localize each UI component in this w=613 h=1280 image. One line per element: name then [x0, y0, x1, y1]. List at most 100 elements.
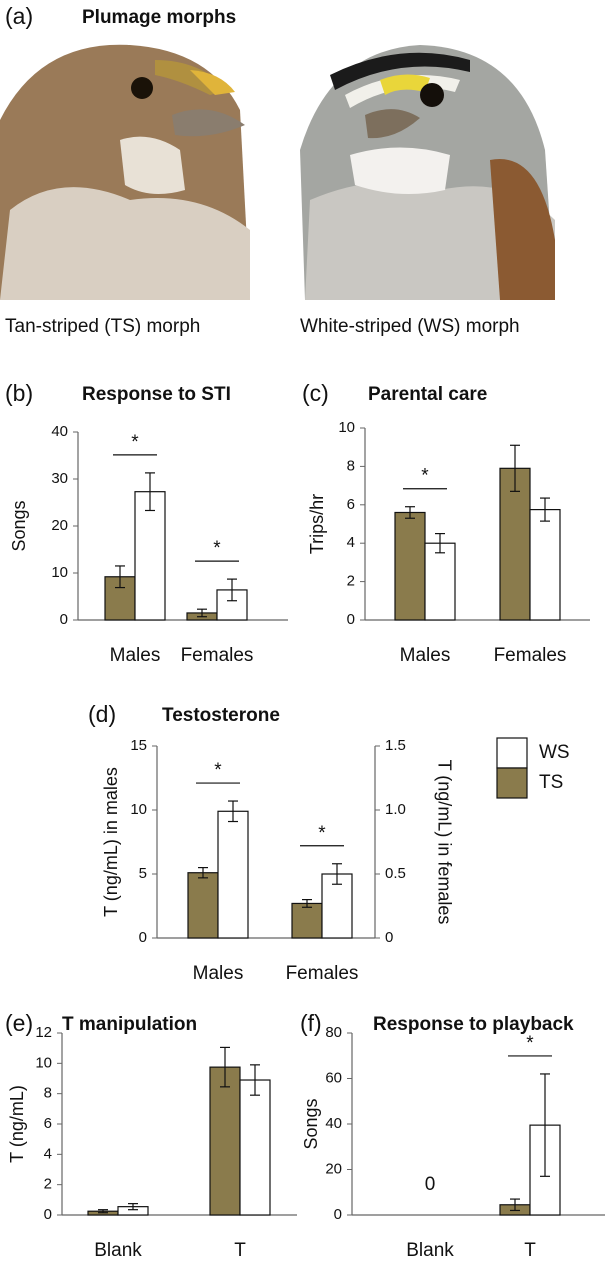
- error-bar: [435, 532, 445, 554]
- y-tick-label: 6: [44, 1115, 52, 1132]
- error-bar: [302, 898, 312, 908]
- error-bar: [220, 1046, 230, 1088]
- panel-title: Response to playback: [373, 1014, 574, 1035]
- error-bar: [405, 506, 415, 519]
- error-bar: [540, 1073, 550, 1177]
- x-tick-label: Males: [110, 645, 161, 666]
- y-tick-label: 12: [35, 1024, 52, 1041]
- x-tick-label: Females: [286, 963, 359, 984]
- panel-title: Response to STI: [82, 384, 231, 405]
- x-tick-label: T: [234, 1240, 246, 1261]
- tan-striped-photo: [0, 44, 250, 301]
- y-axis-label: Songs: [301, 1098, 321, 1149]
- bar: [209, 1066, 241, 1216]
- y-axis-label: T (ng/mL) in males: [101, 767, 121, 917]
- bar: [187, 872, 219, 939]
- y-tick-label: 10: [35, 1054, 52, 1071]
- panel-title: T manipulation: [62, 1014, 197, 1035]
- y-tick-label: 8: [347, 457, 355, 474]
- y-tick-label: 30: [51, 470, 68, 487]
- panel-label: (f): [300, 1010, 322, 1036]
- x-tick-label: Blank: [406, 1240, 454, 1261]
- y-tick-label: 8: [44, 1085, 52, 1102]
- y-tick-label: 0: [385, 929, 393, 946]
- x-tick-label: Females: [181, 645, 254, 666]
- y-tick-label: 0: [334, 1206, 342, 1223]
- error-bar: [197, 608, 207, 618]
- y-tick-label: 0: [44, 1206, 52, 1223]
- y-tick-label: 10: [51, 564, 68, 581]
- legend-swatch: [496, 737, 528, 769]
- photo-caption: White-striped (WS) morph: [300, 316, 520, 337]
- y-tick-label: 20: [325, 1160, 342, 1177]
- error-bar: [115, 565, 125, 589]
- panel-label: (a): [5, 3, 33, 29]
- panel-label: (c): [302, 380, 329, 406]
- y-tick-label: 2: [44, 1176, 52, 1193]
- bar: [424, 542, 456, 621]
- x-tick-label: T: [524, 1240, 536, 1261]
- significance-star: *: [318, 823, 326, 844]
- y-tick-label: 6: [347, 496, 355, 513]
- error-bar: [332, 863, 342, 885]
- y-tick-label: 0: [347, 611, 355, 628]
- y-tick-label: 60: [325, 1069, 342, 1086]
- y-axis-label: Trips/hr: [307, 494, 327, 554]
- x-tick-label: Males: [193, 963, 244, 984]
- y-tick-label: 1.0: [385, 801, 406, 818]
- significance-star: *: [214, 760, 222, 781]
- legend-label: TS: [539, 772, 563, 793]
- error-bar: [510, 1198, 520, 1212]
- bar: [239, 1079, 271, 1216]
- error-bar: [128, 1203, 138, 1211]
- panel-title: Testosterone: [162, 705, 280, 726]
- bar: [217, 810, 249, 939]
- y-tick-label: 2: [347, 573, 355, 590]
- y-tick-label: 5: [139, 865, 147, 882]
- bar: [499, 467, 531, 621]
- error-bar: [227, 578, 237, 602]
- y-tick-label: 10: [338, 419, 355, 436]
- significance-star: *: [213, 538, 221, 559]
- panel-label: (b): [5, 380, 33, 406]
- y2-axis-label: T (ng/mL) in females: [434, 760, 454, 925]
- error-bar: [198, 866, 208, 879]
- y-axis-label: T (ng/mL): [7, 1085, 27, 1163]
- significance-star: *: [526, 1033, 534, 1054]
- bar: [394, 511, 426, 621]
- photo-caption: Tan-striped (TS) morph: [5, 316, 200, 337]
- y-tick-label: 40: [325, 1115, 342, 1132]
- white-striped-photo: [300, 45, 555, 300]
- x-tick-label: Males: [400, 645, 451, 666]
- panel-title: Parental care: [368, 384, 487, 405]
- y-tick-label: 40: [51, 423, 68, 440]
- y-tick-label: 15: [130, 737, 147, 754]
- error-bar: [228, 800, 238, 823]
- y-tick-label: 4: [44, 1145, 52, 1162]
- y-tick-label: 0: [60, 611, 68, 628]
- y-tick-label: 0.5: [385, 865, 406, 882]
- error-bar: [540, 497, 550, 522]
- panel-label: (e): [5, 1010, 33, 1036]
- error-bar: [145, 472, 155, 512]
- legend-swatch: [496, 767, 528, 799]
- error-bar: [250, 1064, 260, 1096]
- legend-label: WS: [539, 742, 570, 763]
- y-tick-label: 1.5: [385, 737, 406, 754]
- y-tick-label: 10: [130, 801, 147, 818]
- y-tick-label: 80: [325, 1024, 342, 1041]
- y-tick-label: 4: [347, 534, 355, 551]
- significance-star: *: [421, 466, 429, 487]
- panel-title: Plumage morphs: [82, 7, 236, 28]
- error-bar: [98, 1209, 108, 1214]
- category-note: 0: [425, 1174, 436, 1195]
- x-tick-label: Females: [494, 645, 567, 666]
- panel-label: (d): [88, 701, 116, 727]
- x-tick-label: Blank: [94, 1240, 142, 1261]
- y-tick-label: 0: [139, 929, 147, 946]
- bar: [529, 509, 561, 621]
- y-axis-label: Songs: [9, 500, 29, 551]
- error-bar: [510, 444, 520, 492]
- bar: [291, 902, 323, 939]
